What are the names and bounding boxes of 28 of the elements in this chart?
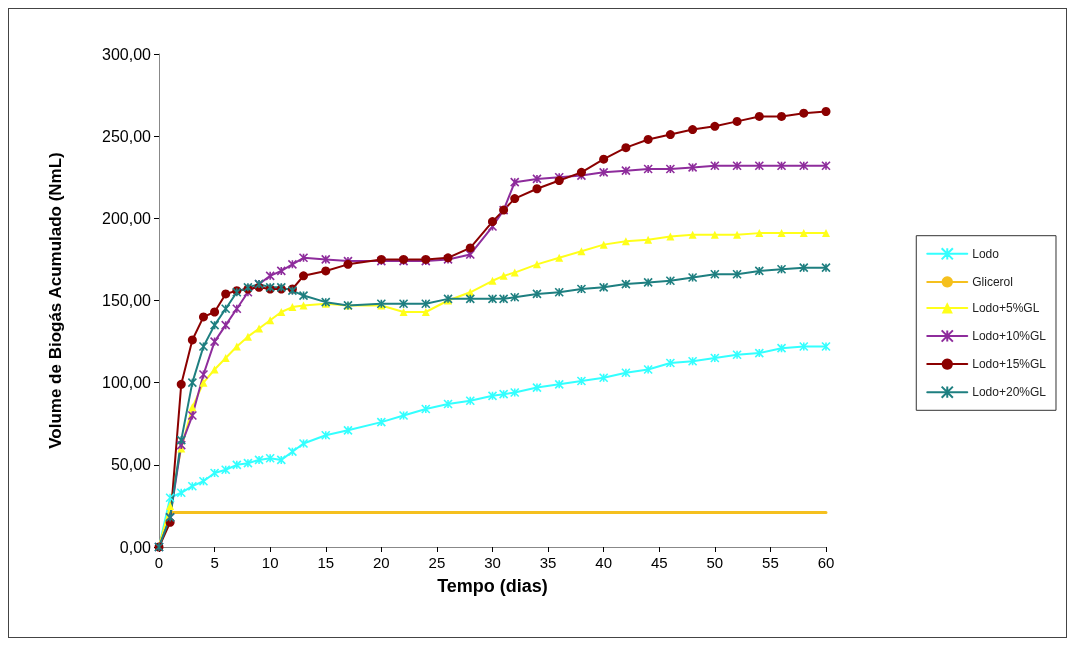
x-tick-label: 0 [154, 554, 164, 571]
x-tick-label: 10 [261, 554, 279, 571]
y-axis-title: Volume de Biogás Acumulado (NmL) [46, 152, 65, 449]
x-tick-label: 15 [317, 554, 335, 571]
y-tick-label: 300,00 [102, 45, 152, 63]
x-tick-label: 5 [210, 554, 219, 571]
legend-label: Lodo [972, 246, 1000, 261]
x-axis-title: Tempo (dias) [437, 576, 548, 596]
legend-label: Lodo+15%GL [972, 357, 1047, 372]
x-tick-label: 25 [428, 554, 446, 571]
x-tick-label: 35 [539, 554, 557, 571]
x-tick-label: 40 [595, 554, 613, 571]
x-tick-label: 55 [762, 554, 779, 571]
x-tick-label: 20 [372, 554, 390, 571]
legend-label: Lodo+10%GL [972, 329, 1047, 343]
legend-label: Lodo+5%GL [972, 300, 1040, 315]
x-tick-label: 60 [817, 554, 835, 571]
x-tick-label: 30 [484, 554, 501, 571]
x-tick-label: 45 [650, 554, 668, 571]
x-tick-label: 50 [706, 554, 724, 571]
y-tick-label: 50,00 [110, 456, 152, 474]
y-tick-label: 250,00 [102, 127, 152, 145]
legend-label: Lodo+20%GL [972, 385, 1047, 400]
y-tick-label: 0,00 [119, 538, 152, 556]
legend-label: Glicerol [972, 274, 1013, 289]
y-tick-label: 100,00 [102, 374, 152, 392]
y-tick-label: 150,00 [102, 292, 152, 309]
y-tick-label: 200,00 [102, 209, 152, 227]
